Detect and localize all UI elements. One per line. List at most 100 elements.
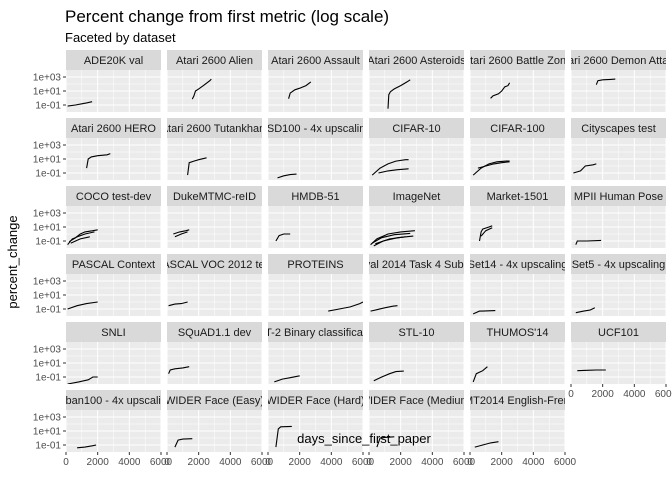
facet-strip-label: HMDB-51 — [291, 191, 339, 203]
facet-strip-label: WIDER Face (Medium) — [360, 395, 474, 407]
series-line — [173, 229, 190, 235]
facet-strip — [369, 390, 464, 410]
facet-strip — [571, 254, 666, 274]
x-tick-label: 4000 — [118, 457, 141, 468]
x-tick-label: 0 — [63, 457, 69, 468]
series-line — [575, 307, 596, 314]
facet-gridlines — [570, 138, 667, 180]
chart-subtitle: Faceted by dataset — [65, 30, 176, 45]
x-tick-label: 6000 — [554, 457, 577, 468]
x-tick-label: 2000 — [592, 389, 615, 400]
facet-strip — [167, 254, 262, 274]
facet-gridlines — [570, 206, 667, 248]
facet-strip — [571, 50, 666, 70]
series-line — [275, 233, 291, 242]
series-line — [480, 227, 493, 237]
series-line — [371, 159, 409, 176]
facet-panel: CIFAR-100 — [469, 118, 566, 180]
x-axis-ticks: 0200040006000020004000600002000400060000… — [63, 384, 672, 468]
series-line — [373, 370, 404, 382]
series-line — [67, 101, 93, 107]
facet-gridlines — [166, 206, 263, 248]
series-line — [275, 425, 292, 448]
series-line — [168, 301, 188, 307]
facet-strip — [268, 390, 363, 410]
series-line — [477, 161, 510, 169]
y-tick-label: 1e+03 — [33, 73, 62, 84]
series-line — [328, 301, 363, 312]
facet-panel: ADE20K val — [65, 50, 162, 112]
facet-gridlines — [267, 410, 364, 452]
facet-panel: ImageNet — [368, 186, 465, 248]
facet-strip-label: PASCAL Context — [72, 259, 155, 271]
facet-panel: PROTEINS — [267, 254, 364, 316]
facet-strip-label: Market-1501 — [487, 191, 549, 203]
y-tick-label: 1e-01 — [35, 441, 61, 452]
facet-panel: SemEval 2014 Task 4 Sub Task 2 — [368, 254, 465, 316]
facet-strip — [470, 50, 565, 70]
series-line — [387, 79, 411, 109]
series-line — [274, 375, 300, 383]
facet-strip-label: BSD100 - 4x upscaling — [260, 123, 372, 135]
facet-strip-label: Set5 - 4x upscaling — [572, 259, 666, 271]
series-line — [378, 168, 409, 174]
facet-panel: PASCAL VOC 2012 test — [156, 254, 273, 316]
facet-panel: MPII Human Pose — [570, 186, 667, 248]
facet-strip-label: Atari 2600 Alien — [176, 55, 253, 67]
x-tick-label: 6000 — [453, 457, 476, 468]
y-tick-label: 1e+03 — [33, 345, 62, 356]
x-tick-label: 4000 — [421, 457, 444, 468]
series-line — [375, 236, 406, 245]
facet-strip-label: Urban100 - 4x upscaling — [54, 395, 173, 407]
facet-strip — [167, 186, 262, 206]
facet-strip — [369, 50, 464, 70]
facet-strip-label: MPII Human Pose — [574, 191, 663, 203]
series-line — [68, 231, 95, 243]
x-tick-label: 2000 — [491, 457, 514, 468]
facet-strip — [268, 118, 363, 138]
facet-strip — [369, 118, 464, 138]
facet-strip-label: THUMOS'14 — [487, 327, 549, 339]
facet-strip-label: ImageNet — [393, 191, 441, 203]
series-line — [288, 81, 312, 99]
y-tick-label: 1e-01 — [35, 305, 61, 316]
x-tick-label: 0 — [265, 457, 271, 468]
facet-strip-label: Set14 - 4x upscaling — [468, 259, 568, 271]
series-line — [174, 231, 188, 238]
facet-panel: BSD100 - 4x upscaling — [260, 118, 372, 180]
series-line — [67, 229, 98, 246]
x-tick-label: 6000 — [655, 389, 672, 400]
series-line — [472, 310, 496, 315]
facet-gridlines — [267, 138, 364, 180]
facet-gridlines — [267, 206, 364, 248]
series-line — [277, 173, 297, 179]
series-line — [472, 160, 510, 176]
facet-strip-label: Atari 2600 Assault — [271, 55, 360, 67]
y-tick-label: 1e+01 — [33, 223, 62, 234]
x-axis-label: days_since_first_paper — [297, 431, 431, 446]
facet-panel: DukeMTMC-reID — [166, 186, 263, 248]
facet-strip-label: Atari 2600 Tutankham — [161, 123, 269, 135]
series-line — [168, 366, 190, 374]
series-line — [376, 436, 395, 448]
facet-strip — [167, 50, 262, 70]
facet-strip — [66, 118, 161, 138]
facet-gridlines — [469, 274, 566, 316]
facet-strip-label: CIFAR-10 — [392, 123, 440, 135]
facet-panel: Atari 2600 Battle Zone — [469, 50, 566, 112]
facet-panel: SQuAD1.1 dev — [166, 322, 263, 384]
facet-panel: COCO test-dev — [65, 186, 162, 248]
facet-panel: Atari 2600 Assault — [267, 50, 364, 112]
facet-panel: Set14 - 4x upscaling — [468, 254, 568, 316]
facet-strip-label: PASCAL VOC 2012 test — [156, 259, 273, 271]
facet-strip — [66, 186, 161, 206]
facet-gridlines — [166, 410, 263, 452]
x-tick-label: 0 — [366, 457, 372, 468]
facet-strip — [470, 186, 565, 206]
chart-title: Percent change from first metric (log sc… — [65, 7, 389, 26]
facet-gridlines — [368, 342, 465, 384]
y-tick-label: 1e+03 — [33, 413, 62, 424]
facet-strip-label: Cityscapes test — [581, 123, 656, 135]
y-axis-label: percent_change — [5, 215, 20, 308]
y-tick-label: 1e+01 — [33, 359, 62, 370]
